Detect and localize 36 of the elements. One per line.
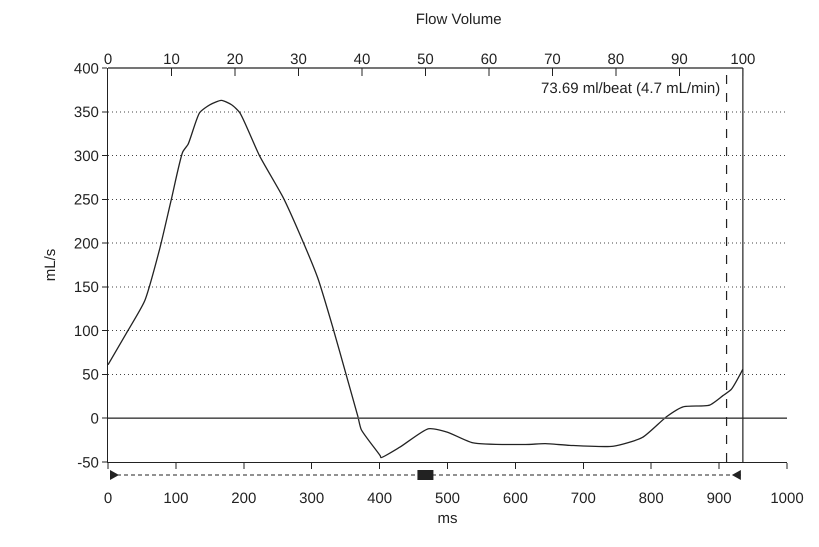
x2-tick-label: 100	[730, 51, 756, 68]
x-tick-label: 800	[638, 490, 664, 508]
annotation: 73.69 ml/beat (4.7 mL/min)	[541, 80, 720, 97]
x-tick-label: 700	[570, 490, 596, 508]
x-tick-label: 400	[367, 490, 392, 508]
chart-title: Flow Volume	[416, 11, 502, 28]
x2-tick-label: 70	[544, 51, 561, 68]
y-tick-label: -50	[77, 454, 99, 472]
x-tick-label: 500	[434, 490, 460, 508]
x-tick-label: 600	[502, 490, 528, 508]
x2-tick-label: 0	[104, 51, 112, 68]
y-tick-label: 300	[74, 148, 99, 165]
y-tick-label: 350	[74, 104, 99, 122]
y-tick-label: 250	[74, 192, 99, 209]
x-tick-label: 300	[299, 490, 324, 508]
x-tick-label: 1000	[770, 490, 804, 508]
x-axis-title: ms	[438, 510, 458, 528]
x-tick-label: 200	[231, 490, 256, 508]
x-tick-label: 100	[163, 490, 188, 508]
x2-tick-label: 30	[290, 51, 307, 68]
y-tick-label: 50	[82, 366, 99, 384]
y-tick-label: 100	[74, 322, 99, 340]
x2-tick-label: 60	[480, 51, 498, 68]
x2-tick-label: 80	[608, 51, 624, 68]
y-tick-label: 400	[74, 60, 99, 78]
y-tick-label: 150	[74, 279, 99, 296]
y-tick-label: 0	[90, 410, 99, 428]
x-tick-label: 900	[706, 490, 732, 508]
x2-tick-label: 90	[671, 51, 688, 68]
y-tick-label: 200	[74, 235, 99, 252]
x2-tick-label: 40	[354, 51, 370, 68]
x2-tick-label: 20	[226, 51, 244, 68]
x2-tick-label: 10	[163, 51, 180, 68]
x2-tick-label: 50	[417, 51, 434, 68]
x-tick-label: 0	[104, 490, 112, 508]
y-axis-title: mL/s	[42, 248, 60, 282]
